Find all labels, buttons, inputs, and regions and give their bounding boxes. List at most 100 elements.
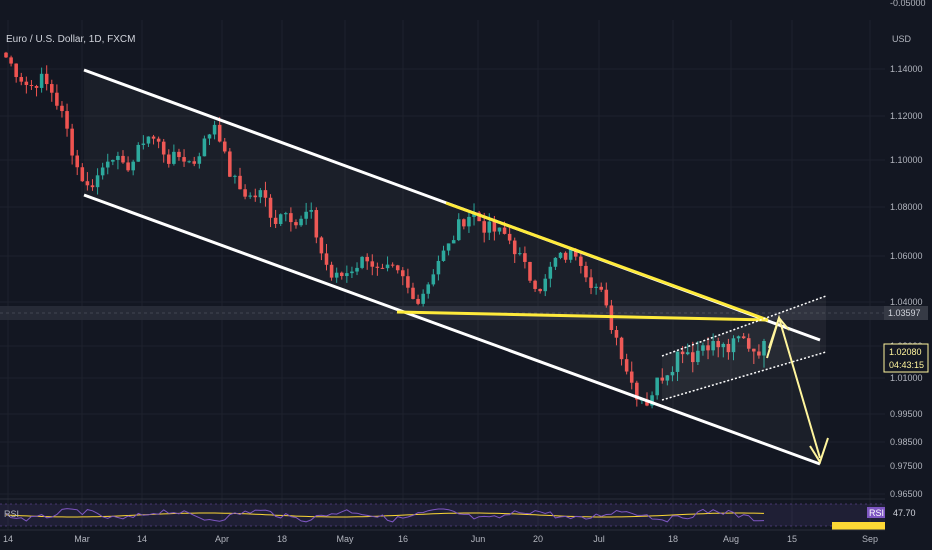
- candle-body: [462, 219, 466, 227]
- candle-body: [752, 348, 756, 352]
- candle-body: [85, 181, 90, 186]
- y-tick-label: 0.99500: [890, 409, 923, 419]
- candle-body: [543, 278, 548, 292]
- candle-body: [548, 266, 553, 279]
- candle-body: [34, 86, 39, 88]
- x-tick-label: 15: [787, 534, 797, 544]
- candle-body: [431, 274, 436, 285]
- candle-body: [599, 286, 603, 290]
- wedge-upper-line[interactable]: [661, 295, 827, 357]
- triangle-upper-line[interactable]: [445, 201, 769, 322]
- level-price-tag-text: 1.03597: [888, 308, 921, 318]
- candle-body: [523, 253, 527, 262]
- candle-body: [645, 399, 649, 406]
- candle-body: [533, 280, 537, 289]
- candle-body: [243, 189, 247, 197]
- time-axis[interactable]: 14 Mar 14 Apr 18 May 16 Jun 20 Jul 18 Aug 15 Sep: [0, 529, 885, 544]
- candle-body: [594, 286, 598, 288]
- candle-body: [721, 343, 726, 348]
- candle-body: [141, 143, 146, 145]
- candle-body: [278, 214, 283, 224]
- candle-body: [614, 330, 619, 338]
- candle-body: [182, 157, 186, 162]
- candle-body: [299, 218, 303, 226]
- candle-body: [696, 350, 700, 363]
- candle-body: [70, 128, 74, 156]
- y-tick-label: 0.98500: [890, 437, 923, 447]
- candle-body: [289, 213, 293, 223]
- candle-body: [44, 73, 49, 85]
- candle-body: [573, 249, 578, 257]
- rsi-ma-badge: [832, 522, 885, 530]
- candles: [4, 51, 766, 409]
- rsi-line: [5, 508, 765, 523]
- candle-body: [212, 124, 217, 135]
- candle-body: [161, 141, 166, 155]
- candle-body: [706, 345, 710, 351]
- candle-body: [477, 212, 481, 222]
- candle-body: [172, 151, 176, 164]
- countdown-text: 04:43:15: [889, 360, 924, 370]
- candle-body: [24, 81, 29, 86]
- x-tick-label: Aug: [723, 534, 739, 544]
- x-tick-label: Jul: [593, 534, 605, 544]
- candle-body: [65, 111, 69, 129]
- candle-body: [655, 377, 659, 396]
- candle-body: [502, 227, 507, 234]
- candle-body: [111, 159, 115, 162]
- candle-body: [319, 237, 324, 254]
- candle-body: [238, 175, 242, 190]
- candle-body: [401, 270, 405, 277]
- candle-body: [217, 124, 222, 142]
- price-axis[interactable]: -0.05000 USD 1.14000 1.12000 1.10000 1.0800…: [883, 0, 929, 499]
- candle-body: [4, 52, 8, 58]
- rsi-pane: RSI RSI 47.70: [0, 498, 916, 530]
- top-cut-label: -0.05000: [890, 0, 926, 8]
- x-tick-label: Jun: [471, 534, 486, 544]
- candle-body: [731, 338, 736, 353]
- x-tick-label: Sep: [862, 534, 878, 544]
- rsi-ma-line: [5, 512, 765, 518]
- candle-body: [284, 213, 288, 215]
- candle-body: [726, 343, 731, 353]
- candle-body: [187, 161, 191, 163]
- x-tick-label: 16: [398, 534, 408, 544]
- candle-body: [95, 175, 100, 188]
- x-tick-label: May: [336, 534, 354, 544]
- candle-body: [324, 253, 329, 265]
- candle-body: [80, 167, 85, 182]
- candle-body: [136, 144, 141, 162]
- candle-body: [411, 287, 415, 299]
- candle-body: [9, 57, 13, 64]
- x-tick-label: Apr: [215, 534, 229, 544]
- channel-lower-line[interactable]: [83, 193, 821, 466]
- candle-body: [151, 136, 156, 139]
- candle-body: [314, 210, 319, 238]
- candle-body: [456, 219, 461, 241]
- y-tick-label: 1.08000: [890, 202, 923, 212]
- y-tick-label: 0.97500: [890, 461, 923, 471]
- candle-body: [233, 175, 237, 177]
- triangle-lower-line[interactable]: [396, 310, 769, 322]
- symbol-title[interactable]: Euro / U.S. Dollar, 1D, FXCM: [6, 34, 135, 45]
- y-tick-label: 1.12000: [890, 111, 923, 121]
- y-tick-label: 1.10000: [890, 155, 923, 165]
- candle-body: [685, 352, 690, 355]
- candle-body: [156, 138, 161, 142]
- y-tick-label: 0.96500: [890, 489, 923, 499]
- candle-body: [268, 197, 273, 218]
- candle-body: [126, 162, 130, 171]
- candle-body: [105, 161, 110, 168]
- candle-body: [345, 273, 349, 277]
- candle-body: [406, 276, 410, 288]
- candle-body: [90, 185, 95, 188]
- y-tick-label: 1.14000: [890, 64, 923, 74]
- x-tick-label: Mar: [74, 534, 90, 544]
- candle-body: [309, 210, 314, 212]
- candle-body: [167, 154, 171, 164]
- candle-body: [492, 221, 497, 232]
- candle-body: [538, 288, 542, 292]
- projection-arrowhead-down: [809, 437, 829, 465]
- wedge-lower-line[interactable]: [661, 351, 827, 401]
- candle-body: [436, 260, 441, 275]
